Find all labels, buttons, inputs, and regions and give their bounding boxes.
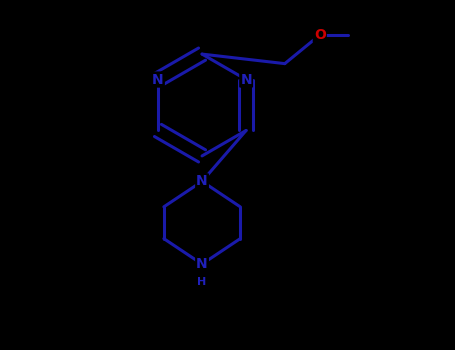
Text: H: H [197, 277, 207, 287]
Text: O: O [314, 28, 326, 42]
Text: N: N [152, 72, 164, 86]
Text: N: N [196, 257, 208, 271]
Text: N: N [196, 174, 208, 188]
Text: N: N [240, 72, 252, 86]
